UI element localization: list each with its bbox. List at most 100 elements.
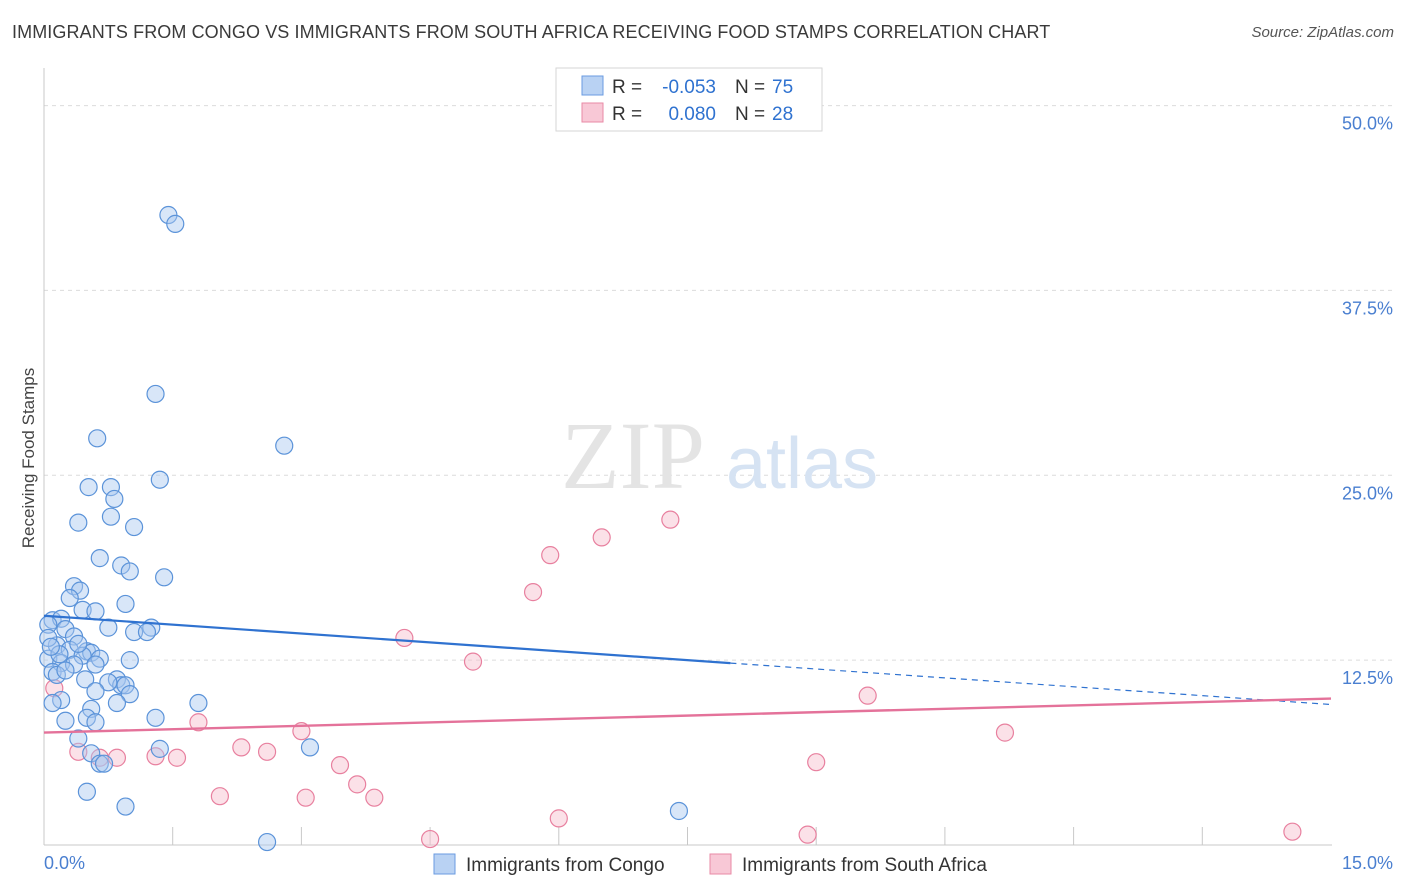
south-africa-point-1 <box>661 510 680 529</box>
south-africa-point-19 <box>348 775 367 794</box>
congo-point-1 <box>166 214 185 233</box>
congo-point-43 <box>47 665 66 685</box>
congo-point-70 <box>257 832 277 852</box>
south-africa-point-21 <box>296 788 315 807</box>
y-tick-label-0: 12.5% <box>1342 668 1393 688</box>
legend-n-value-south-africa: 28 <box>772 104 793 125</box>
legend-r-label-congo: R = <box>612 77 642 98</box>
series-congo-points <box>39 205 689 852</box>
source-credit: Source: ZipAtlas.com <box>1251 24 1394 41</box>
x-tick-label-1: 15.0% <box>1342 853 1393 873</box>
south-africa-point-24 <box>421 829 440 849</box>
y-tick-label-3: 50.0% <box>1342 114 1393 134</box>
congo-point-45 <box>76 670 95 689</box>
congo-point-50 <box>116 676 135 695</box>
congo-point-59 <box>86 713 105 732</box>
legend-n-label-congo: N = <box>735 77 765 98</box>
legend-box: R = -0.053 N = 75 R = 0.080 N = 28 <box>555 67 823 132</box>
bottom-legend-swatch-congo <box>433 853 456 875</box>
congo-point-11 <box>124 517 144 537</box>
chart-title: IMMIGRANTS FROM CONGO VS IMMIGRANTS FROM… <box>12 22 1051 42</box>
congo-point-61 <box>69 729 88 748</box>
congo-point-56 <box>189 693 208 713</box>
x-tick-label-0: 0.0% <box>44 853 85 873</box>
y-tick-label-1: 25.0% <box>1342 483 1393 503</box>
congo-point-21 <box>86 602 105 621</box>
congo-point-26 <box>99 618 118 637</box>
legend-r-label-south-africa: R = <box>612 104 642 125</box>
south-africa-point-23 <box>549 809 568 828</box>
y-axis-label: Receiving Food Stamps <box>19 368 38 548</box>
x-minor-ticks <box>172 827 1203 845</box>
trend-line-south-africa <box>43 697 1332 734</box>
south-africa-point-3 <box>541 546 560 565</box>
congo-point-58 <box>56 711 75 730</box>
bottom-legend: Immigrants from Congo Immigrants from So… <box>433 853 987 876</box>
x-tick-labels: 0.0% 15.0% <box>44 853 1393 873</box>
watermark-atlas: atlas <box>726 424 878 504</box>
congo-point-18 <box>60 588 79 608</box>
congo-point-53 <box>43 693 62 713</box>
congo-point-15 <box>155 568 174 587</box>
trend-line-congo <box>43 614 731 665</box>
congo-point-2 <box>146 384 165 404</box>
congo-point-8 <box>105 489 124 509</box>
south-africa-point-20 <box>210 787 229 806</box>
south-africa-point-17 <box>330 756 350 775</box>
congo-point-3 <box>88 429 107 448</box>
south-africa-point-2 <box>592 528 611 547</box>
south-africa-point-12 <box>257 742 277 761</box>
congo-point-57 <box>77 708 97 727</box>
congo-point-44 <box>56 661 75 680</box>
congo-point-67 <box>77 782 97 801</box>
south-africa-point-22 <box>365 788 384 807</box>
south-africa-point-16 <box>167 748 187 767</box>
congo-point-63 <box>150 739 169 758</box>
south-africa-point-26 <box>1283 822 1302 841</box>
trend-line-congo-extrapolated <box>730 662 1332 706</box>
watermark-zip: ZIP <box>561 402 705 509</box>
south-africa-point-10 <box>995 723 1015 742</box>
congo-point-40 <box>86 655 105 674</box>
congo-point-64 <box>300 738 320 757</box>
grid-lines <box>44 105 1392 661</box>
legend-r-value-south-africa: 0.080 <box>668 104 716 125</box>
congo-point-5 <box>150 470 169 489</box>
legend-swatch-congo <box>581 75 604 96</box>
y-tick-labels: 12.5% 25.0% 37.5% 50.0% <box>1342 114 1393 689</box>
congo-point-29 <box>137 622 157 642</box>
congo-point-66 <box>94 754 114 773</box>
congo-point-7 <box>101 478 121 497</box>
legend-r-value-congo: -0.053 <box>662 77 716 98</box>
bottom-legend-label-south-africa: Immigrants from South Africa <box>742 855 987 876</box>
congo-point-12 <box>90 549 109 568</box>
watermark: ZIP atlas <box>561 402 878 509</box>
bottom-legend-swatch-south-africa <box>709 853 732 875</box>
congo-point-65 <box>90 754 109 773</box>
trend-lines <box>43 614 1332 734</box>
legend-n-label-south-africa: N = <box>735 104 765 125</box>
legend-swatch-south-africa <box>581 102 604 123</box>
congo-point-6 <box>79 478 98 497</box>
congo-point-4 <box>275 436 294 455</box>
south-africa-point-4 <box>523 583 543 602</box>
congo-point-51 <box>120 685 139 704</box>
congo-point-69 <box>669 801 689 821</box>
congo-point-55 <box>107 693 127 713</box>
south-africa-point-11 <box>232 738 251 757</box>
bottom-legend-label-congo: Immigrants from Congo <box>466 855 665 876</box>
congo-point-73 <box>41 637 60 656</box>
south-africa-point-18 <box>807 753 826 772</box>
congo-point-74 <box>69 634 88 653</box>
congo-point-41 <box>120 651 139 670</box>
congo-point-49 <box>86 682 105 701</box>
congo-point-48 <box>99 673 118 692</box>
south-africa-point-8 <box>189 713 208 732</box>
congo-point-9 <box>101 507 121 526</box>
south-africa-point-7 <box>858 686 877 705</box>
legend-n-value-congo: 75 <box>772 77 793 98</box>
congo-point-19 <box>116 594 135 614</box>
congo-point-10 <box>69 513 88 532</box>
y-tick-label-2: 37.5% <box>1342 298 1393 318</box>
